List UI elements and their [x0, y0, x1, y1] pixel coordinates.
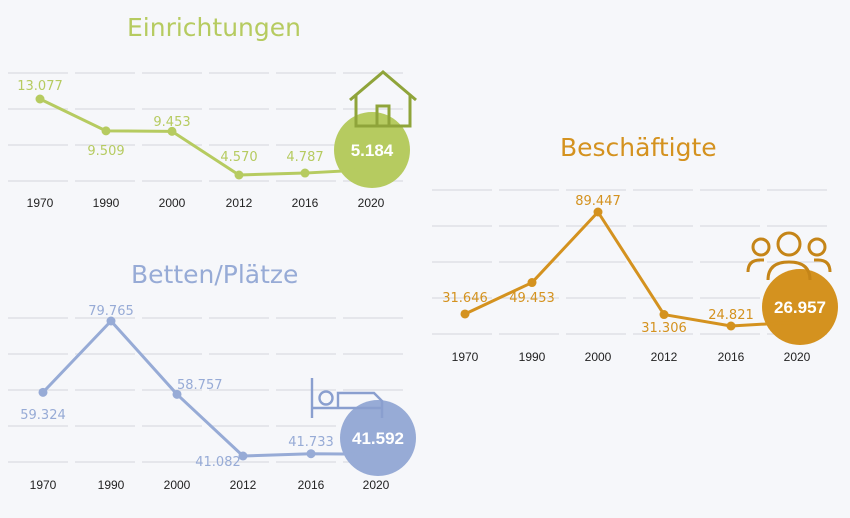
bed-icon: [310, 378, 384, 418]
highlight-circle: [340, 400, 416, 476]
x-tick-label: 2020: [358, 196, 385, 210]
house-door: [375, 104, 391, 128]
person-right-body: [814, 258, 832, 273]
data-point: [106, 316, 116, 326]
data-point: [527, 278, 537, 288]
data-point: [234, 170, 244, 180]
x-tick-label: 2000: [164, 478, 191, 492]
data-point: [726, 321, 736, 331]
x-tick-label: 1970: [30, 478, 57, 492]
x-tick-label: 2016: [718, 350, 745, 364]
final-value-label: 26.957: [774, 298, 826, 317]
x-tick-label: 1990: [93, 196, 120, 210]
data-label: 49.453: [509, 291, 555, 306]
house-roof: [349, 70, 417, 102]
data-label: 31.306: [641, 321, 687, 336]
person-center-body: [766, 260, 812, 281]
people-icon: [746, 231, 832, 281]
data-point: [172, 389, 182, 399]
data-label: 59.324: [20, 408, 66, 423]
final-value-label: 41.592: [352, 429, 404, 448]
chart-title-beschaeftigte: Beschäftigte: [560, 133, 717, 162]
person-left-body: [746, 258, 764, 273]
final-value-label: 5.184: [351, 141, 394, 160]
x-tick-label: 2012: [651, 350, 678, 364]
data-point: [101, 126, 111, 136]
x-tick-label: 1990: [519, 350, 546, 364]
chart-title-betten-plaetze: Betten/Plätze: [131, 260, 299, 289]
data-label: 4.787: [286, 150, 323, 165]
highlight-circle: [762, 269, 838, 345]
chart-title-einrichtungen: Einrichtungen: [127, 13, 301, 42]
series-line-beschaeftigte: [464, 210, 798, 328]
x-tick-label: 2012: [230, 478, 257, 492]
data-point: [460, 309, 470, 319]
x-tick-label: 1970: [452, 350, 479, 364]
data-point: [238, 451, 248, 461]
grid-einrichtungen: [8, 72, 403, 182]
chart-betten-plaetze: 59.324 79.765 58.757 41.082 41.733 41.592 1970…: [8, 304, 416, 492]
data-label: 79.765: [88, 304, 134, 319]
chart-einrichtungen: 13.077 9.509 9.453 4.570 4.787 5.184 1970 1990 2…: [8, 70, 417, 210]
x-tick-label: 2016: [298, 478, 325, 492]
data-label: 31.646: [442, 291, 488, 306]
series-line-betten-plaetze: [41, 319, 377, 458]
x-tick-label: 1990: [98, 478, 125, 492]
data-label: 4.570: [220, 150, 257, 165]
data-label: 9.453: [153, 115, 190, 130]
data-label: 41.733: [288, 435, 334, 450]
data-point: [167, 126, 177, 136]
person-right-head: [807, 237, 827, 257]
data-point: [593, 207, 603, 217]
data-label: 58.757: [177, 378, 223, 393]
x-tick-label: 1970: [27, 196, 54, 210]
house-icon: [349, 70, 417, 128]
data-point: [35, 94, 45, 104]
x-tick-label: 2000: [159, 196, 186, 210]
person-left-head: [751, 237, 771, 257]
data-point: [38, 387, 48, 397]
bed-blanket: [336, 391, 384, 418]
chart-beschaeftigte: 31.646 49.453 89.447 31.306 24.821 26.957 1970…: [432, 189, 838, 364]
data-point: [306, 449, 316, 459]
series-line-einrichtungen: [39, 97, 372, 177]
x-tick-label: 2020: [784, 350, 811, 364]
data-label: 9.509: [87, 144, 124, 159]
grid-beschaeftigte: [432, 189, 827, 335]
x-tick-label: 2000: [585, 350, 612, 364]
data-label: 13.077: [17, 79, 63, 94]
data-label: 41.082: [195, 455, 241, 470]
x-tick-label: 2016: [292, 196, 319, 210]
x-tick-label: 2020: [363, 478, 390, 492]
data-point: [659, 310, 669, 320]
x-tick-label: 2012: [226, 196, 253, 210]
bed-pillow: [318, 390, 334, 406]
data-label: 24.821: [708, 308, 754, 323]
data-point: [300, 168, 310, 178]
person-center-head: [776, 231, 802, 257]
data-label: 89.447: [575, 194, 621, 209]
